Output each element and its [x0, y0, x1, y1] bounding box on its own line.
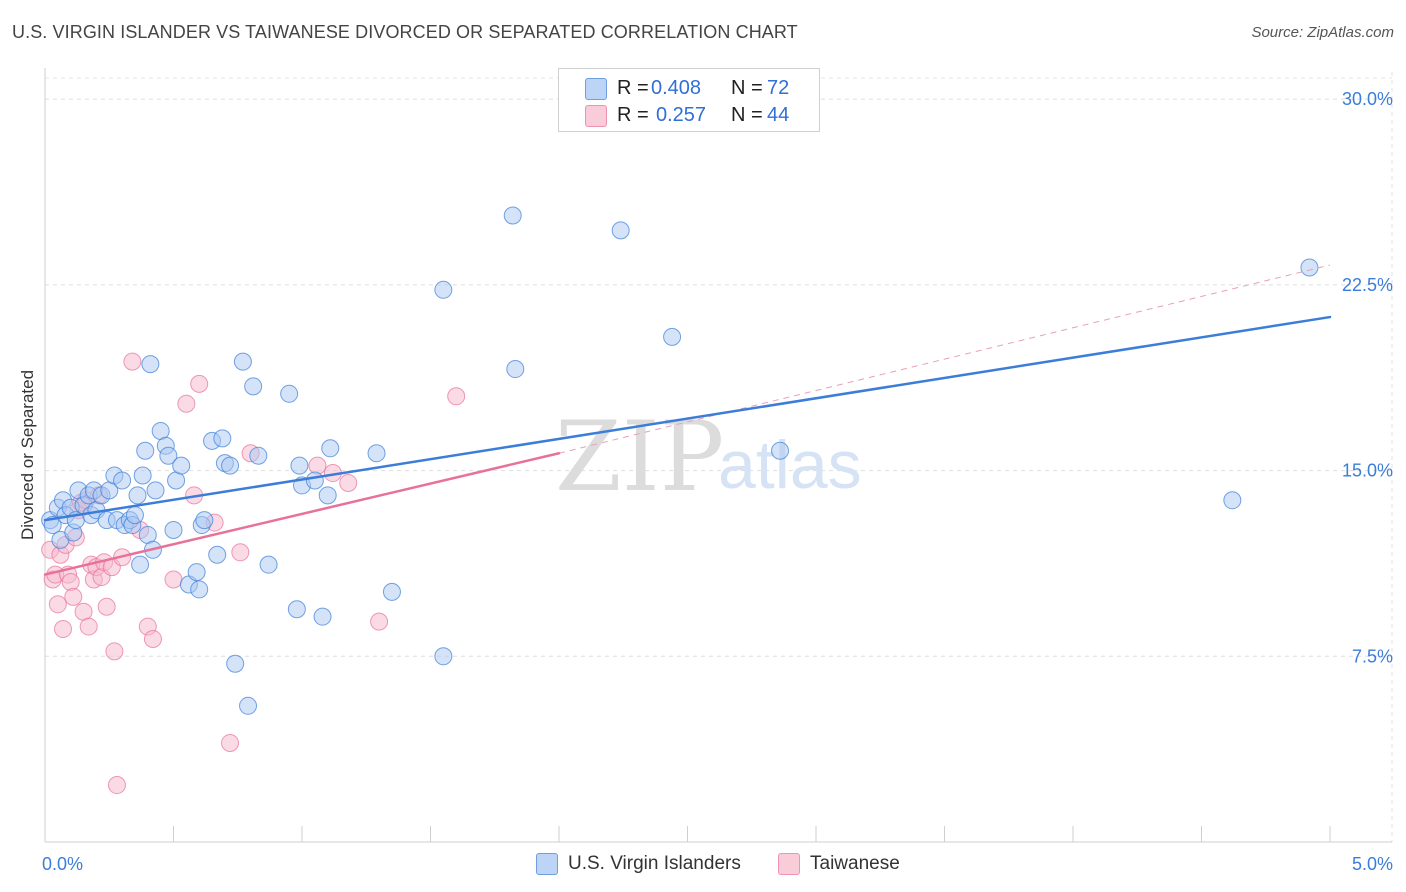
virgin-islander-point [128, 486, 147, 505]
legend-swatch-pink [585, 105, 607, 127]
taiwanese-point [190, 374, 209, 393]
data-points [41, 206, 1319, 795]
taiwanese-point [370, 612, 389, 631]
taiwanese-point [177, 394, 196, 413]
virgin-islander-point [1300, 258, 1319, 277]
legend-r-value: 0.408 [651, 77, 702, 99]
taiwanese-point [231, 543, 250, 562]
virgin-islander-point [146, 481, 165, 500]
virgin-islander-point [249, 446, 268, 465]
virgin-islander-point [434, 647, 453, 666]
virgin-islander-point [259, 555, 278, 574]
virgin-islander-point [159, 446, 178, 465]
legend-n-value: 72 [767, 77, 790, 99]
taiwanese-point [221, 733, 240, 752]
virgin-islander-point [382, 582, 401, 601]
axes [44, 68, 1392, 843]
virgin-islander-point [226, 654, 245, 673]
chart-title: U.S. VIRGIN ISLANDER VS TAIWANESE DIVORC… [12, 22, 798, 42]
legend-swatch-blue [585, 78, 607, 100]
legend-n-value: 44 [767, 104, 790, 126]
virgin-islander-point [172, 456, 191, 475]
virgin-islander-point [113, 471, 132, 490]
virgin-islander-point [771, 441, 790, 460]
y-tick-label: 15.0% [1342, 461, 1393, 481]
taiwanese-point [164, 570, 183, 589]
x-tick-label: 0.0% [42, 854, 83, 874]
taiwanese-point [61, 573, 80, 591]
virgin-islander-point [305, 471, 324, 490]
trend-lines [43, 264, 1332, 576]
watermark-zip: ZIP [555, 401, 724, 513]
taiwanese-point [143, 629, 162, 648]
legend-row-virgin-islanders: R = 0.408 N = 72 [559, 75, 817, 103]
stats-legend: R = 0.408 N = 72 R = 0.257 N = 44 [558, 68, 820, 132]
virgin-islander-trend-line [43, 315, 1332, 522]
virgin-islander-point [213, 429, 232, 448]
virgin-islander-point [1223, 491, 1242, 510]
virgin-islander-point [287, 600, 306, 619]
virgin-islander-point [221, 456, 240, 475]
virgin-islander-point [190, 580, 209, 599]
watermark: ZIP atlas [555, 401, 862, 513]
virgin-islander-point [318, 486, 337, 505]
source-label: Source: ZipAtlas.com [1251, 24, 1394, 41]
virgin-islander-point [290, 456, 309, 475]
virgin-islander-point [131, 555, 150, 574]
y-tick-label: 7.5% [1352, 646, 1393, 666]
legend-n-label: N = [731, 104, 763, 126]
virgin-islander-point [195, 511, 214, 530]
legend-swatch-pink [778, 853, 800, 875]
virgin-islander-point [280, 384, 299, 403]
watermark-atlas: atlas [718, 427, 862, 503]
legend-n-label: N = [731, 77, 763, 99]
virgin-islander-point [611, 221, 630, 240]
virgin-islander-point [141, 355, 160, 374]
x-tick-label: 5.0% [1352, 854, 1393, 874]
bottom-legend-virgin-islanders[interactable]: U.S. Virgin Islanders [536, 852, 756, 878]
legend-label: Taiwanese [810, 853, 900, 874]
legend-row-taiwanese: R = 0.257 N = 44 [559, 102, 817, 130]
taiwanese-point [107, 776, 126, 795]
virgin-islander-point [164, 521, 183, 539]
virgin-islander-point [503, 206, 522, 225]
y-tick-label: 30.0% [1342, 89, 1393, 109]
virgin-islander-point [187, 563, 206, 582]
taiwanese-point [79, 617, 98, 636]
legend-r-value: 0.257 [656, 104, 707, 126]
virgin-islander-point [367, 444, 386, 463]
virgin-islander-point [125, 506, 144, 525]
taiwanese-point [308, 456, 327, 475]
y-tick-label: 22.5% [1342, 275, 1393, 295]
taiwanese-trend-line [43, 451, 561, 576]
taiwanese-point [447, 387, 466, 406]
legend-label: U.S. Virgin Islanders [568, 853, 741, 874]
grid-lines [45, 72, 1393, 842]
taiwanese-point [64, 587, 83, 606]
legend-r-label: R = [617, 104, 649, 126]
virgin-islander-point [136, 441, 155, 460]
virgin-islander-point [313, 607, 332, 626]
virgin-islander-point [133, 466, 152, 485]
taiwanese-trend-extension [558, 264, 1331, 454]
legend-r-label: R = [617, 77, 649, 99]
taiwanese-point [105, 642, 124, 661]
virgin-islander-point [434, 280, 453, 299]
virgin-islander-point [321, 439, 340, 458]
taiwanese-point [97, 597, 116, 616]
virgin-islander-point [239, 696, 258, 715]
bottom-legend-taiwanese[interactable]: Taiwanese [778, 852, 918, 878]
tick-labels: 7.5% 15.0% 22.5% 30.0% 0.0% 5.0% [42, 89, 1393, 874]
virgin-islander-point [663, 327, 682, 346]
virgin-islander-point [244, 377, 263, 396]
taiwanese-point [123, 352, 142, 371]
virgin-islander-point [233, 352, 252, 371]
virgin-islander-point [506, 360, 525, 379]
taiwanese-point [53, 620, 72, 639]
taiwanese-point [339, 473, 358, 492]
legend-swatch-blue [536, 853, 558, 875]
taiwanese-point [48, 595, 67, 614]
virgin-islander-point [208, 545, 227, 564]
